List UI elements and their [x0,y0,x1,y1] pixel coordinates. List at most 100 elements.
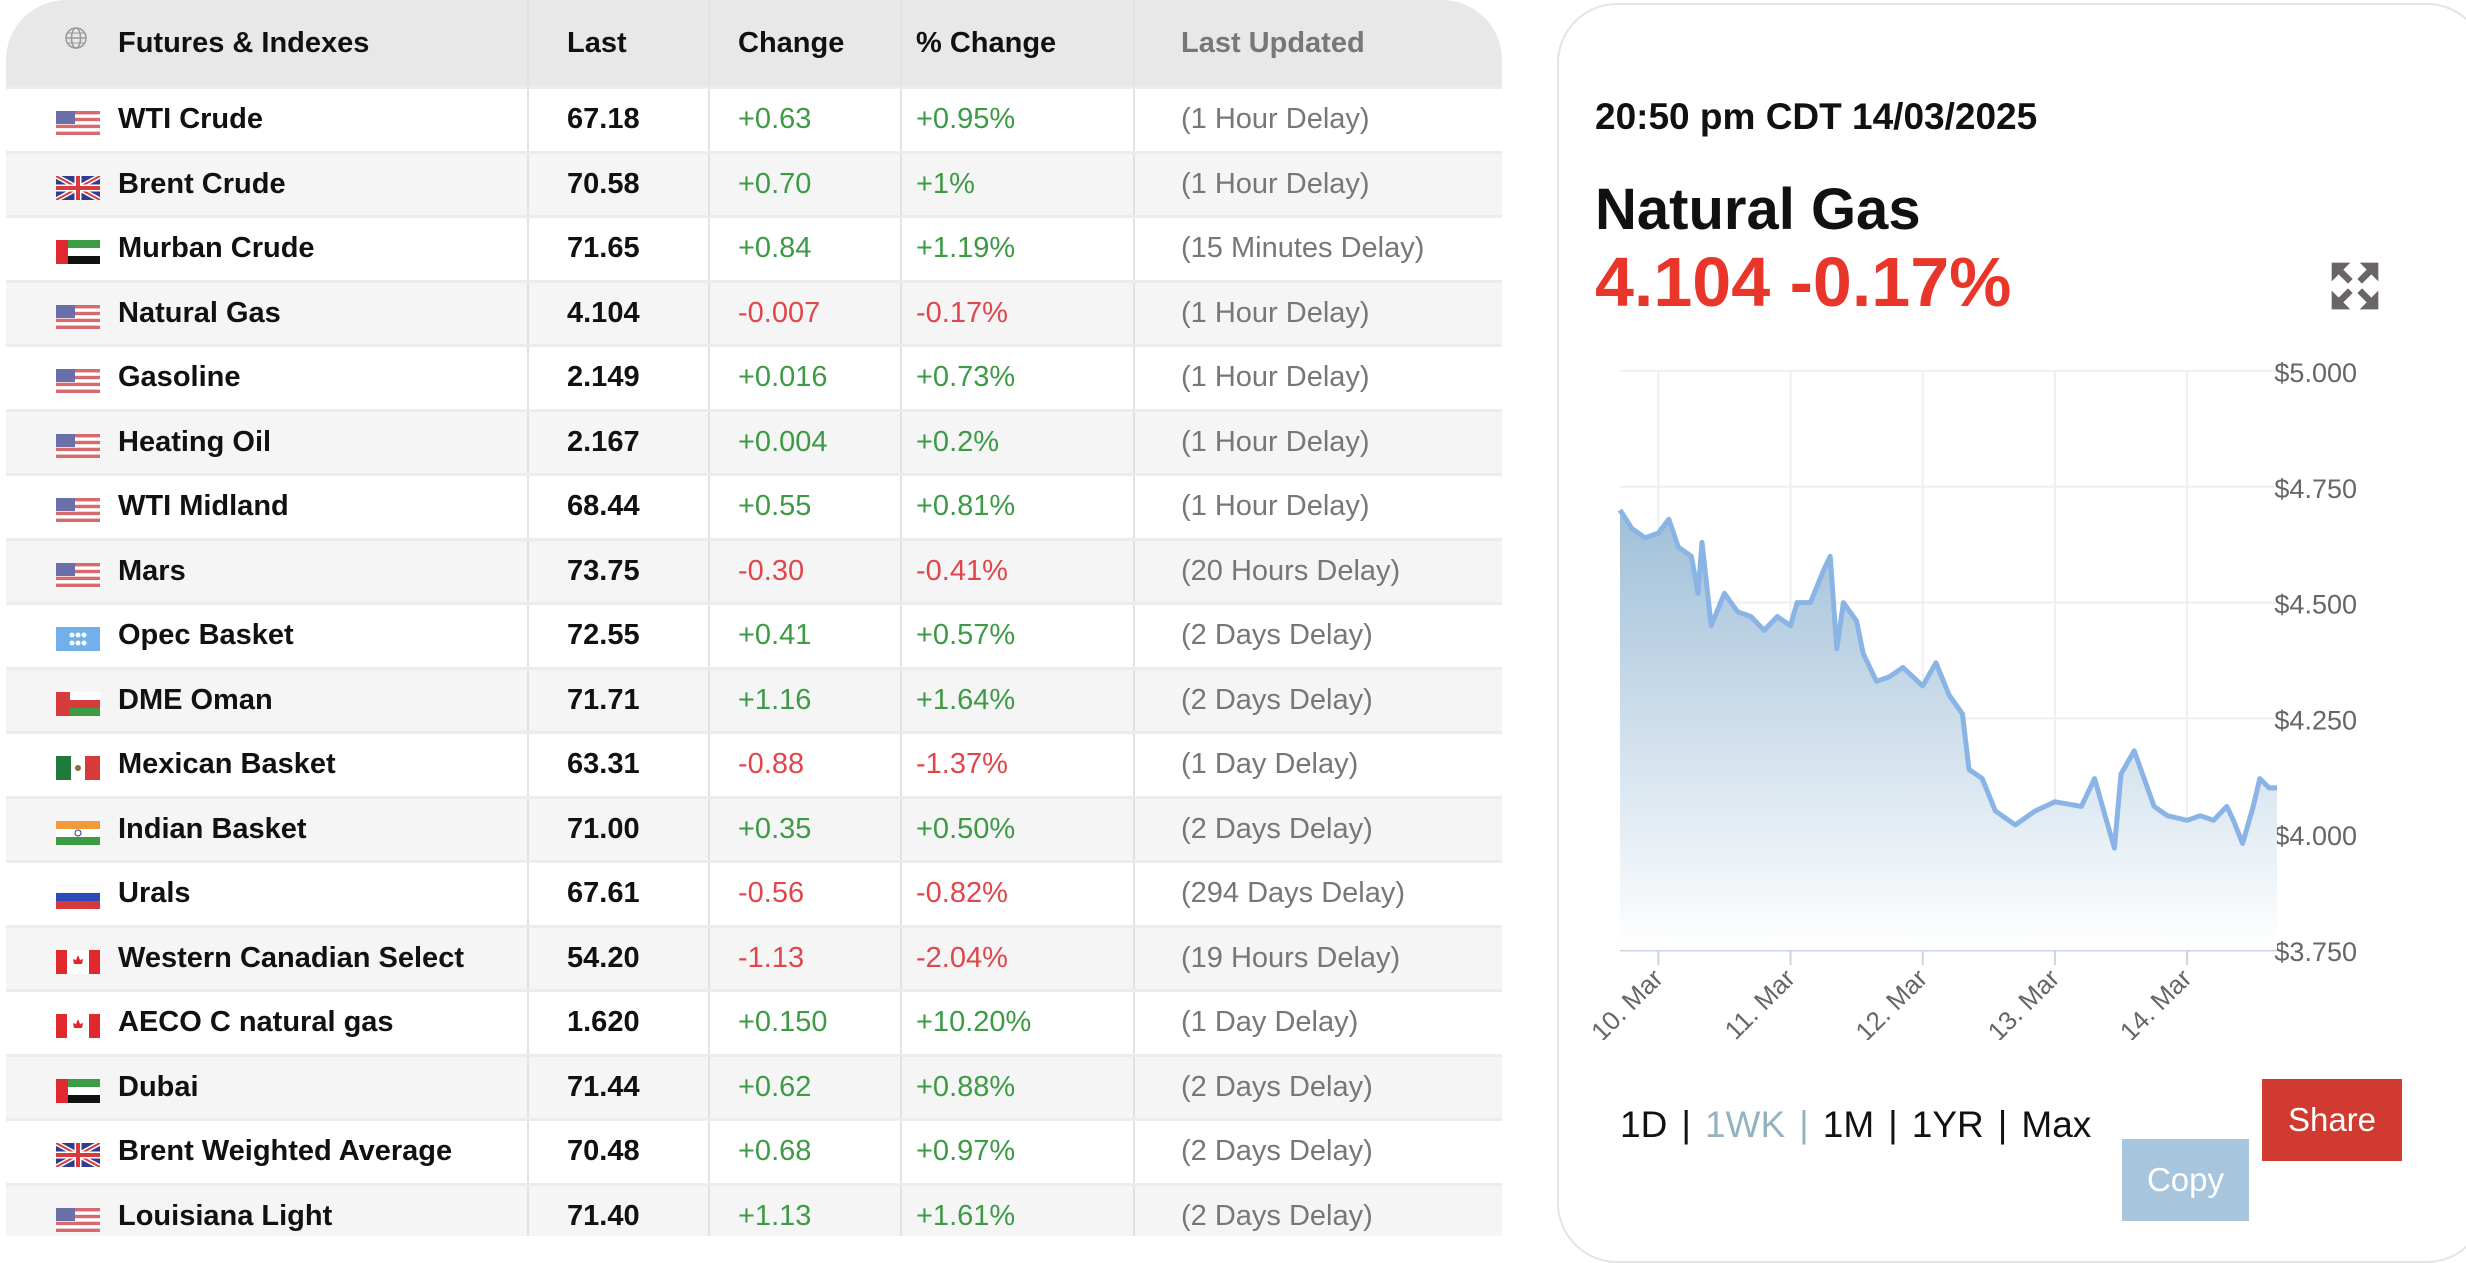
pct-change-value: +0.50% [900,798,1133,860]
last-value: 72.55 [527,605,708,667]
flag-us-icon [56,562,100,587]
flag-in-icon [56,820,100,845]
pct-change-value: +1% [900,153,1133,215]
instrument-name[interactable]: Louisiana Light [118,1199,333,1232]
change-value: +0.62 [708,1056,900,1118]
pct-change-value: +0.81% [900,476,1133,538]
x-tick-label: 11. Mar [1719,963,1801,1040]
period-1wk[interactable]: 1WK [1704,1104,1786,1145]
last-value: 71.40 [527,1185,708,1236]
instrument-name[interactable]: Urals [118,877,191,910]
instrument-name[interactable]: WTI Crude [118,103,263,136]
pct-change-value: +0.57% [900,605,1133,667]
x-tick-label: 13. Mar [1982,963,2066,1040]
share-button[interactable]: Share [2262,1079,2402,1161]
instrument-name[interactable]: Western Canadian Select [118,941,464,974]
instrument-name[interactable]: Dubai [118,1070,199,1103]
last-value: 68.44 [527,476,708,538]
table-row[interactable]: Heating Oil 2.167 +0.004 +0.2% (1 Hour Delay… [6,408,1502,473]
header-name[interactable]: Futures & Indexes [118,26,370,59]
change-value: +1.16 [708,669,900,731]
y-tick-label: $5.000 [2274,358,2357,388]
last-value: 2.167 [527,411,708,473]
last-updated-value: (2 Days Delay) [1133,669,1502,731]
instrument-name[interactable]: Murban Crude [118,232,315,265]
period-1m[interactable]: 1M [1822,1104,1875,1145]
period-1d[interactable]: 1D [1620,1104,1668,1145]
last-value: 2.149 [527,347,708,409]
flag-gb-icon [56,175,100,200]
flag-ae-icon [56,240,100,264]
last-updated-value: (2 Days Delay) [1133,798,1502,860]
futures-table: Futures & Indexes Last Change % Change L… [6,0,1502,1236]
table-row[interactable]: Brent Crude 70.58 +0.70 +1% (1 Hour Delay) [6,150,1502,215]
flag-mx-icon [56,756,100,780]
table-row[interactable]: Natural Gas 4.104 -0.007 -0.17% (1 Hour Dela… [6,279,1502,344]
last-value: 71.65 [527,218,708,280]
table-row[interactable]: Murban Crude 71.65 +0.84 +1.19% (15 Minutes … [6,215,1502,280]
flag-us-icon [56,498,100,522]
period-1yr[interactable]: 1YR [1911,1104,1984,1145]
last-value: 70.58 [527,153,708,215]
instrument-name[interactable]: Mexican Basket [118,748,336,781]
instrument-name[interactable]: Mars [118,554,186,587]
pct-change-value: +1.61% [900,1185,1133,1236]
table-row[interactable]: Mars 73.75 -0.30 -0.41% (20 Hours Delay) [6,537,1502,602]
header-change[interactable]: Change [708,0,900,86]
period-max[interactable]: Max [2021,1104,2092,1145]
flag-ae-icon [56,1078,100,1103]
table-row[interactable]: AECO C natural gas 1.620 +0.150 +10.20% (1 D… [6,989,1502,1054]
instrument-name[interactable]: Opec Basket [118,619,294,652]
header-last-updated[interactable]: Last Updated [1133,0,1502,86]
instrument-name[interactable]: Brent Weighted Average [118,1135,453,1168]
area-fill [1620,510,2277,950]
pct-change-value: -0.82% [900,863,1133,925]
table-row[interactable]: Louisiana Light 71.40 +1.13 +1.61% (2 Days D… [6,1182,1502,1236]
globe-icon [65,27,87,49]
instrument-name[interactable]: WTI Midland [118,490,289,523]
table-row[interactable]: Dubai 71.44 +0.62 +0.88% (2 Days Delay) [6,1053,1502,1118]
change-value: +0.55 [708,476,900,538]
instrument-name[interactable]: AECO C natural gas [118,1006,394,1039]
last-value: 63.31 [527,734,708,796]
table-row[interactable]: Gasoline 2.149 +0.016 +0.73% (1 Hour Delay) [6,344,1502,409]
last-value: 71.00 [527,798,708,860]
table-row[interactable]: Mexican Basket 63.31 -0.88 -1.37% (1 Day Del… [6,731,1502,796]
quote-datetime: 20:50 pm CDT 14/03/2025 [1595,96,2038,137]
pct-change-value: +10.20% [900,992,1133,1054]
y-tick-label: $4.000 [2274,821,2357,851]
expand-icon[interactable] [2327,258,2383,314]
flag-us-icon [56,369,100,393]
flag-ca-icon [56,949,100,974]
pct-change-value: +1.64% [900,669,1133,731]
flag-opec-icon [56,627,100,651]
table-row[interactable]: Opec Basket 72.55 +0.41 +0.57% (2 Days Delay… [6,602,1502,667]
pct-change-value: +0.2% [900,411,1133,473]
flag-us-icon [56,1207,100,1232]
last-value: 71.71 [527,669,708,731]
copy-button[interactable]: Copy [2122,1139,2249,1221]
table-header: Futures & Indexes Last Change % Change L… [6,0,1502,86]
flag-om-icon [56,691,100,716]
instrument-name[interactable]: Heating Oil [118,425,272,458]
table-row[interactable]: DME Oman 71.71 +1.16 +1.64% (2 Days Delay) [6,666,1502,731]
table-row[interactable]: Indian Basket 71.00 +0.35 +0.50% (2 Days Del… [6,795,1502,860]
y-tick-label: $4.250 [2274,705,2357,735]
table-row[interactable]: WTI Crude 67.18 +0.63 +0.95% (1 Hour Delay) [6,86,1502,151]
price-chart[interactable]: $5.000 $4.750 $4.500 $4.250 $4.000 $3.750 10. … [1560,340,2390,1040]
table-row[interactable]: Urals 67.61 -0.56 -0.82% (294 Days Delay) [6,860,1502,925]
table-row[interactable]: Brent Weighted Average 70.48 +0.68 +0.97% (2… [6,1118,1502,1183]
instrument-name[interactable]: DME Oman [118,683,273,716]
instrument-name[interactable]: Brent Crude [118,167,286,200]
flag-ru-icon [56,885,100,909]
header-pct-change[interactable]: % Change [900,0,1133,86]
table-row[interactable]: Western Canadian Select 54.20 -1.13 -2.04%(… [6,924,1502,989]
header-last[interactable]: Last [527,0,708,86]
x-tick-label: 10. Mar [1585,963,1669,1040]
instrument-name[interactable]: Natural Gas [118,296,281,329]
instrument-name[interactable]: Gasoline [118,361,241,394]
y-tick-label: $4.500 [2274,590,2357,620]
change-value: +0.35 [708,798,900,860]
instrument-name[interactable]: Indian Basket [118,812,307,845]
table-row[interactable]: WTI Midland 68.44 +0.55 +0.81% (1 Hour Delay… [6,473,1502,538]
